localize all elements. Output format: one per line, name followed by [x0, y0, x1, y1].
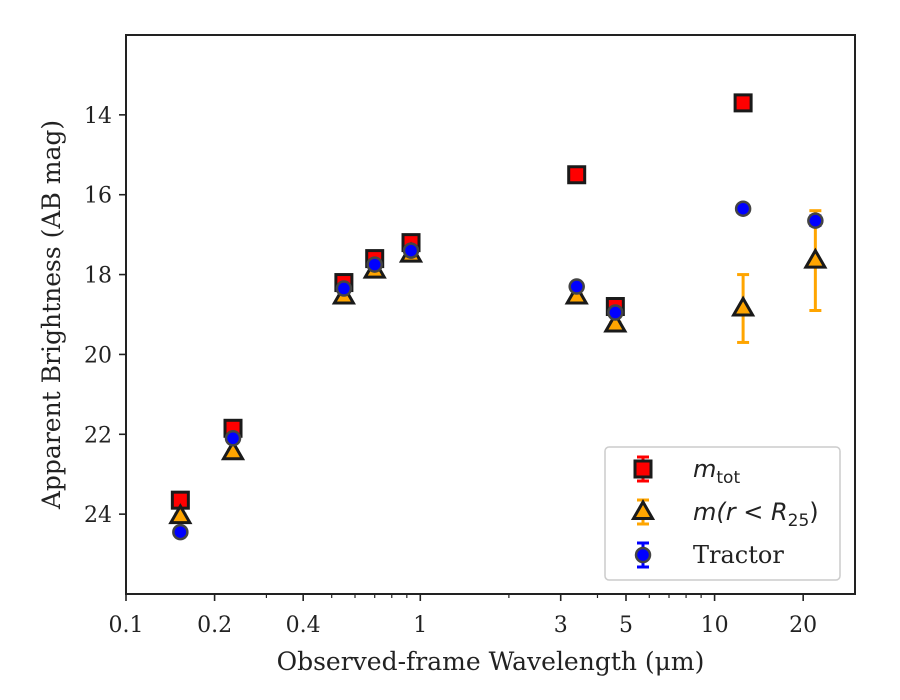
data-point — [335, 280, 353, 297]
data-point — [731, 295, 756, 317]
legend-marker — [634, 546, 652, 564]
data-point — [733, 93, 753, 113]
y-axis-label: Apparent Brightness (AB mag) — [37, 120, 66, 510]
legend: mtot m(r < R25) Tractor — [604, 446, 841, 581]
y-axis-ticks: 14 16 18 20 22 24 — [84, 104, 126, 528]
y-tick-label: 18 — [84, 264, 112, 289]
x-tick-label: 5 — [619, 613, 633, 638]
data-point — [366, 256, 383, 273]
legend-marker — [630, 498, 656, 520]
legend-label: m(r < R25) — [693, 498, 819, 531]
data-point — [402, 242, 420, 259]
data-point — [568, 278, 585, 295]
legend-marker — [633, 459, 653, 479]
series-circle — [172, 200, 824, 541]
x-tick-label: 0.2 — [197, 613, 232, 638]
data-point — [603, 311, 628, 333]
data-point — [803, 247, 828, 269]
data-point — [607, 304, 624, 321]
x-tick-label: 10 — [701, 613, 729, 638]
x-tick-label: 0.1 — [109, 613, 144, 638]
y-tick-label: 20 — [84, 343, 112, 368]
data-point — [224, 430, 242, 447]
data-point — [172, 523, 189, 541]
data-point — [220, 439, 246, 461]
x-tick-label: 0.4 — [286, 613, 321, 638]
data-point — [807, 212, 824, 229]
y-tick-label: 22 — [84, 423, 112, 448]
plot-area — [125, 34, 856, 595]
data-point — [567, 165, 587, 185]
x-axis-ticks: 0.1 0.2 0.4 1 3 5 10 20 — [109, 594, 817, 638]
y-tick-label: 24 — [84, 503, 112, 528]
x-axis-label: Observed-frame Wavelength (μm) — [277, 647, 705, 676]
y-tick-label: 14 — [84, 104, 112, 129]
x-tick-label: 3 — [554, 613, 568, 638]
legend-label: Tractor — [693, 541, 784, 569]
y-tick-label: 16 — [84, 184, 112, 209]
x-tick-label: 20 — [789, 613, 817, 638]
legend-label: mtot — [693, 455, 740, 488]
x-tick-label: 1 — [413, 613, 427, 638]
legend-box — [604, 446, 841, 581]
data-point — [734, 200, 752, 217]
series-square — [170, 93, 753, 510]
data-marks — [168, 93, 828, 541]
data-point — [168, 503, 193, 525]
series-triangle — [168, 209, 828, 525]
